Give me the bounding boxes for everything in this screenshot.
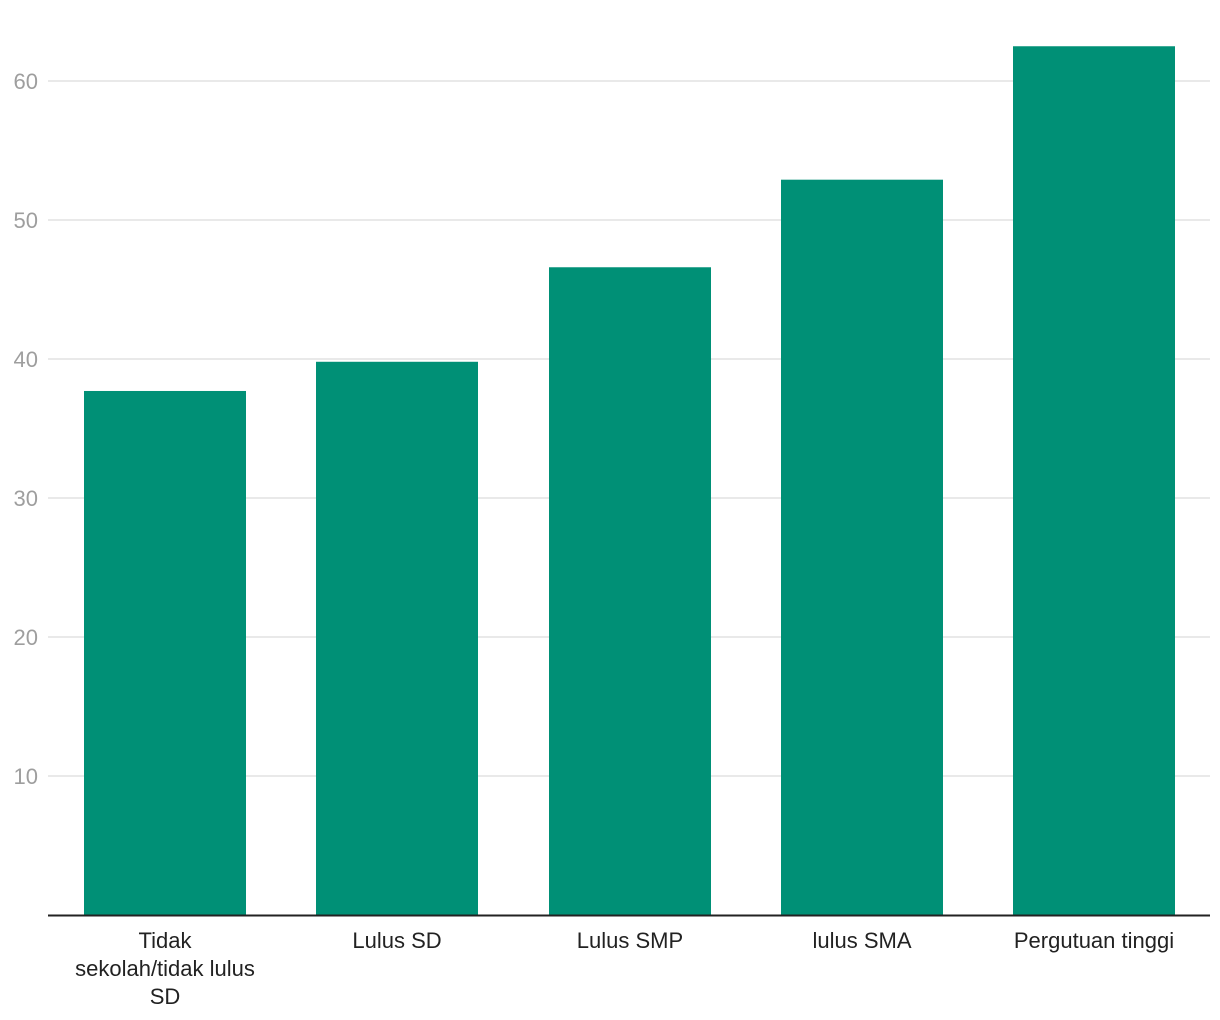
bar — [781, 179, 943, 915]
y-tick-label: 10 — [14, 764, 38, 789]
x-tick-label-line: Lulus SD — [352, 928, 441, 953]
bar — [549, 267, 711, 915]
bar — [84, 390, 246, 916]
x-tick-label-line: Tidak — [139, 928, 193, 953]
y-tick-label: 30 — [14, 486, 38, 511]
x-tick-label: Lulus SMP — [577, 928, 683, 953]
x-tick-label-line: SD — [150, 984, 181, 1009]
bar — [1013, 46, 1175, 915]
x-tick-label-line: sekolah/tidak lulus — [75, 956, 255, 981]
x-tick-label: Tidak sekolah/tidak lulus SD — [75, 928, 255, 1009]
x-tick-label: Lulus SD — [352, 928, 441, 953]
x-tick-label-line: Pergutuan tinggi — [1014, 928, 1174, 953]
x-tick-label-line: Lulus SMP — [577, 928, 683, 953]
y-tick-label: 20 — [14, 625, 38, 650]
x-tick-label-line: lulus SMA — [812, 928, 911, 953]
y-tick-label: 50 — [14, 208, 38, 233]
x-tick-label: Pergutuan tinggi — [1014, 928, 1174, 953]
y-tick-label: 60 — [14, 69, 38, 94]
x-tick-label: lulus SMA — [812, 928, 911, 953]
bar — [316, 361, 478, 915]
y-tick-label: 40 — [14, 347, 38, 372]
